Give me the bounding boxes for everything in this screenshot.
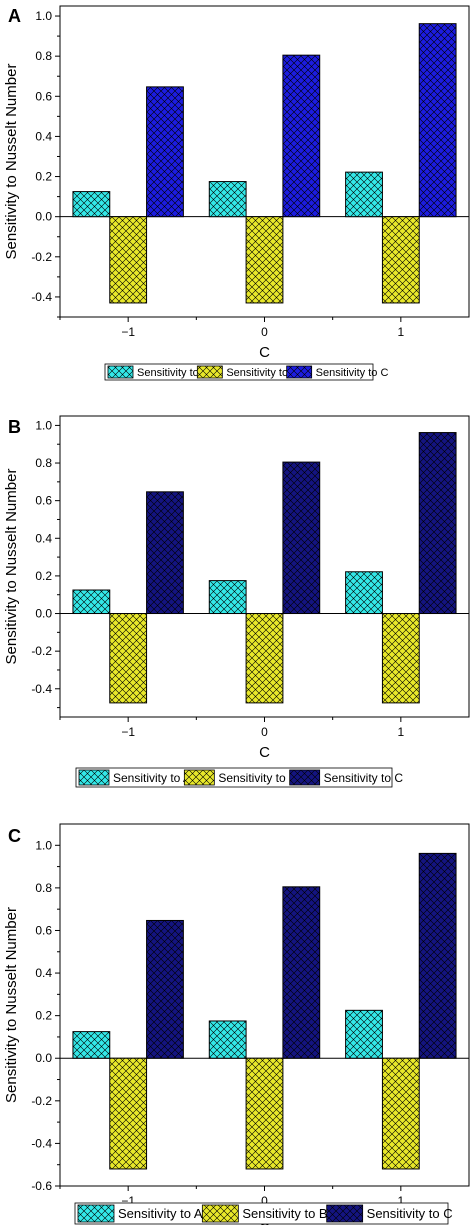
y-tick-label: 0.4: [35, 966, 52, 980]
bar-sensitivity-to-a-1-hatch: [209, 1020, 247, 1059]
bar-sensitivity-to-a-2-hatch: [345, 1010, 383, 1059]
legend-swatch-hatch-sensitivity-to-c: [326, 1205, 363, 1222]
y-axis-label: Sensitivity to Nusselt Number: [3, 469, 20, 665]
bar-sensitivity-to-c-1-hatch: [282, 462, 320, 614]
y-tick-label: 0.6: [35, 494, 52, 508]
y-axis-label: Sensitivity to Nusselt Number: [3, 907, 20, 1103]
y-tick-label: -0.2: [31, 1094, 52, 1108]
x-axis-label: C: [259, 744, 270, 761]
y-tick-label: -0.2: [31, 644, 52, 658]
bar-sensitivity-to-a-2-hatch: [345, 571, 383, 614]
x-tick-label: 1: [397, 325, 404, 339]
y-tick-label: 0.6: [35, 89, 52, 103]
legend-label-sensitivity-to-b: Sensitivity to B: [218, 771, 297, 785]
bar-sensitivity-to-a-0-hatch: [72, 191, 110, 217]
y-tick-label: 0.4: [35, 531, 52, 545]
legend-swatch-hatch-sensitivity-to-b: [202, 1205, 239, 1222]
bar-sensitivity-to-a-2-hatch: [345, 172, 383, 217]
bar-sensitivity-to-a-1-hatch: [209, 580, 247, 614]
y-tick-label: 0.2: [35, 170, 52, 184]
x-tick-label: 0: [261, 1194, 268, 1208]
bar-sensitivity-to-c-0-hatch: [146, 920, 184, 1059]
legend-label-sensitivity-to-c: Sensitivity to C: [316, 367, 389, 379]
y-tick-label: -0.6: [31, 1179, 52, 1193]
bar-sensitivity-to-a-0-hatch: [72, 1031, 110, 1059]
bar-sensitivity-to-a-1-hatch: [209, 181, 247, 217]
bar-sensitivity-to-c-0-hatch: [146, 491, 184, 614]
legend-label-sensitivity-to-b: Sensitivity to B: [242, 1206, 327, 1221]
x-tick-label: −1: [121, 725, 135, 739]
legend-label-sensitivity-to-a: Sensitivity to A: [113, 771, 191, 785]
y-tick-label: 1.0: [35, 9, 52, 23]
x-tick-label: −1: [121, 325, 135, 339]
legend: Sensitivity to A Sensitivity to B Sensitiv…: [74, 1202, 453, 1225]
chart-panel-C: 1.00.80.60.40.20.0-0.2-0.4-0.6−101CSensi…: [3, 823, 470, 1225]
legend-label-sensitivity-to-c: Sensitivity to C: [324, 771, 404, 785]
bar-sensitivity-to-b-1-hatch: [246, 216, 283, 303]
legend-swatch-hatch-sensitivity-to-a: [79, 770, 109, 785]
legend-label-sensitivity-to-a: Sensitivity to A: [137, 367, 209, 379]
y-tick-label: 0.0: [35, 210, 52, 224]
x-tick-label: 0: [261, 325, 268, 339]
panel-label: B: [8, 417, 21, 437]
legend: Sensitivity to A Sensitivity to B Sensitiv…: [104, 363, 389, 381]
bar-sensitivity-to-b-0-hatch: [109, 1058, 147, 1169]
y-tick-label: 1.0: [35, 418, 52, 432]
legend: Sensitivity to A Sensitivity to B Sensitiv…: [75, 767, 404, 788]
legend-label-sensitivity-to-c: Sensitivity to C: [367, 1206, 453, 1221]
bar-sensitivity-to-c-2-hatch: [419, 853, 457, 1059]
chart-panel-A: 1.0 0.8 0.6 0.4 0.2 0.0 -0.2 -0.4 −1 0 1 C Sensitivi…: [3, 5, 470, 381]
bar-sensitivity-to-b-0-hatch: [109, 216, 147, 303]
y-tick-label: 0.2: [35, 1009, 52, 1023]
y-tick-label: 0.8: [35, 456, 52, 470]
y-tick-label: 0.8: [35, 881, 52, 895]
bar-sensitivity-to-b-2-hatch: [382, 1058, 420, 1169]
x-axis-label: C: [259, 344, 270, 361]
y-tick-label: 1.0: [35, 838, 52, 852]
y-tick-label: 0.2: [35, 569, 52, 583]
panel-label: C: [8, 826, 21, 846]
bar-sensitivity-to-b-1-hatch: [246, 1058, 283, 1169]
bar-sensitivity-to-c-0-hatch: [146, 86, 184, 217]
x-tick-label: 1: [397, 1194, 404, 1208]
bar-sensitivity-to-b-2-hatch: [382, 216, 420, 303]
y-tick-label: 0.0: [35, 607, 52, 621]
y-tick-label: 0.0: [35, 1051, 52, 1065]
y-axis-label: Sensitivity to Nusselt Number: [3, 64, 20, 260]
bar-sensitivity-to-c-2-hatch: [419, 23, 457, 217]
legend-swatch-hatch-sensitivity-to-a: [78, 1205, 114, 1222]
bar-sensitivity-to-b-2-hatch: [382, 613, 420, 703]
y-tick-label: -0.4: [31, 1136, 52, 1150]
x-tick-label: 0: [261, 725, 268, 739]
y-tick-label: -0.4: [31, 682, 52, 696]
bar-sensitivity-to-c-2-hatch: [419, 432, 457, 614]
bar-sensitivity-to-b-0-hatch: [109, 613, 147, 703]
legend-swatch-hatch-sensitivity-to-a: [108, 366, 133, 378]
legend-label-sensitivity-to-b: Sensitivity to B: [226, 367, 298, 379]
legend-swatch-hatch-sensitivity-to-b: [184, 770, 215, 785]
y-tick-label: 0.6: [35, 923, 52, 937]
y-tick-label: -0.2: [31, 250, 52, 264]
x-tick-label: 1: [397, 725, 404, 739]
bar-sensitivity-to-c-1-hatch: [282, 55, 320, 217]
legend-swatch-hatch-sensitivity-to-b: [197, 366, 223, 378]
bar-sensitivity-to-c-1-hatch: [282, 886, 320, 1059]
bar-sensitivity-to-a-0-hatch: [72, 590, 110, 614]
y-tick-label: 0.4: [35, 129, 52, 143]
legend-swatch-hatch-sensitivity-to-c: [286, 366, 312, 378]
panel-label: A: [8, 6, 21, 26]
y-tick-label: -0.4: [31, 290, 52, 304]
legend-label-sensitivity-to-a: Sensitivity to A: [118, 1206, 203, 1221]
legend-swatch-hatch-sensitivity-to-c: [289, 770, 320, 785]
y-tick-label: 0.8: [35, 49, 52, 63]
bar-sensitivity-to-b-1-hatch: [246, 613, 283, 703]
chart-panel-B: 1.0 0.8 0.6 0.4 0.2 0.0 -0.2 -0.4 −1 0 1 C Sensitivi…: [3, 415, 470, 788]
